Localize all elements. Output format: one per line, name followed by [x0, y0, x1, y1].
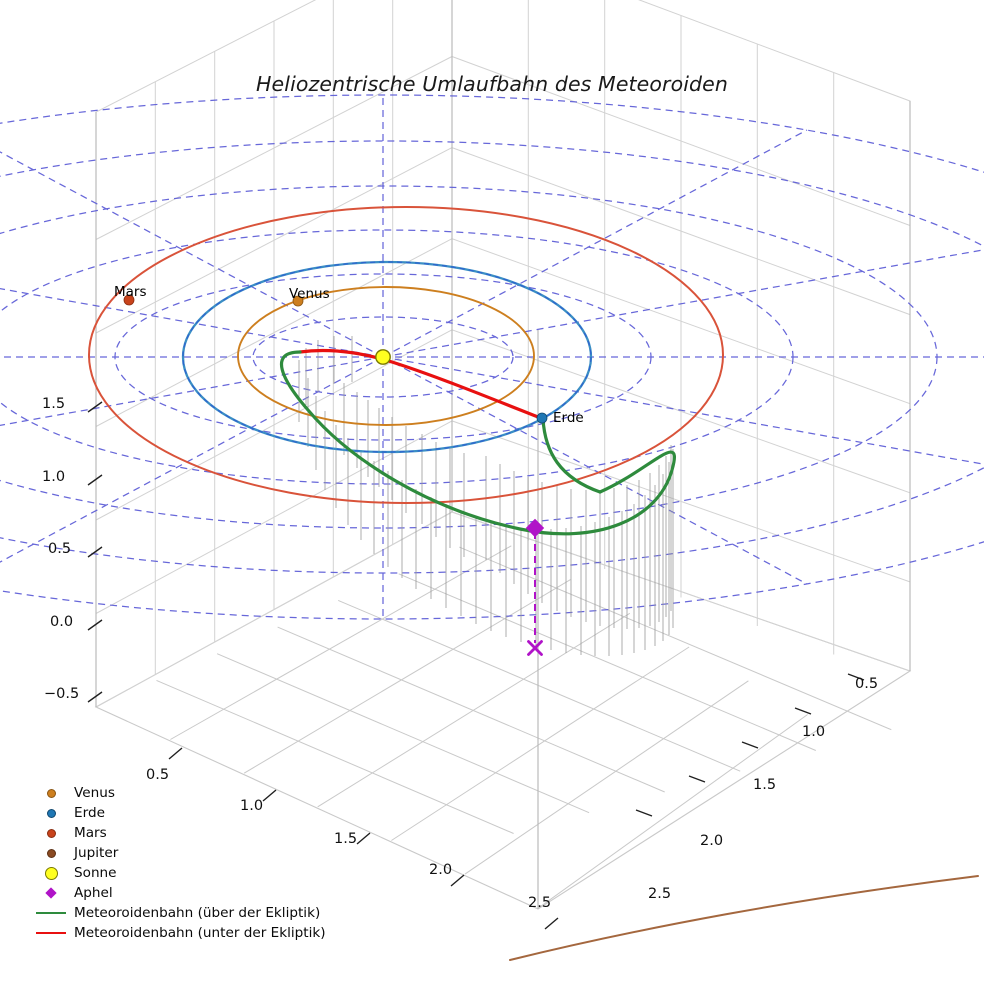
right-wall-grid — [451, 0, 911, 672]
legend-item-mars[interactable]: Mars — [28, 823, 328, 843]
marker-venus[interactable] — [292, 295, 304, 307]
z-tick-2: 0.5 — [48, 541, 72, 557]
erde-dot-icon — [28, 808, 74, 818]
marker-erde[interactable] — [536, 412, 548, 424]
orbit-jupiter — [509, 875, 979, 961]
y-tick-0: 0.5 — [855, 676, 879, 692]
tick-marks — [87, 401, 865, 930]
marker-aphel-projection[interactable] — [527, 640, 543, 656]
label-mars: Mars — [114, 284, 147, 300]
green-line-icon — [28, 912, 74, 914]
left-wall-grid — [95, 0, 453, 708]
legend: Venus Erde Mars Jupiter Sonne — [28, 783, 328, 943]
label-venus: Venus — [289, 286, 330, 302]
marker-aphel[interactable] — [525, 518, 545, 538]
mars-dot-icon — [28, 828, 74, 838]
legend-item-sonne[interactable]: Sonne — [28, 863, 328, 883]
x-tick-3: 2.0 — [429, 862, 453, 878]
legend-label-venus: Venus — [74, 785, 115, 801]
legend-item-venus[interactable]: Venus — [28, 783, 328, 803]
floor-grid — [94, 511, 912, 910]
page-title: Heliozentrische Umlaufbahn des Meteoroid… — [256, 72, 728, 96]
legend-item-orbit-below[interactable]: Meteoroidenbahn (unter der Ekliptik) — [28, 923, 328, 943]
y-tick-2: 1.5 — [753, 777, 777, 793]
sonne-dot-icon — [28, 866, 74, 880]
y-tick-3: 2.0 — [700, 833, 724, 849]
z-tick-3: 0.0 — [50, 614, 74, 630]
legend-label-orbit-below: Meteoroidenbahn (unter der Ekliptik) — [74, 925, 326, 941]
x-tick-4: 2.5 — [528, 895, 552, 911]
legend-label-orbit-above: Meteoroidenbahn (über der Ekliptik) — [74, 905, 321, 921]
orbit-erde — [181, 260, 593, 454]
jupiter-dot-icon — [28, 848, 74, 858]
axes-panes — [94, 0, 912, 910]
venus-dot-icon — [28, 788, 74, 798]
orbit-venus — [237, 286, 535, 426]
legend-item-jupiter[interactable]: Jupiter — [28, 843, 328, 863]
aphel-diamond-icon — [28, 887, 74, 899]
polar-grid — [0, 94, 984, 620]
orbit-mars — [88, 206, 724, 504]
meteoroid-orbit-below — [298, 348, 545, 421]
legend-label-mars: Mars — [74, 825, 107, 841]
x-tick-2: 1.5 — [334, 831, 358, 847]
legend-label-erde: Erde — [74, 805, 105, 821]
meteoroid-orbit-above — [280, 350, 676, 536]
y-tick-1: 1.0 — [802, 724, 826, 740]
x-tick-0: 0.5 — [146, 767, 170, 783]
label-erde: Erde — [553, 410, 584, 426]
legend-label-aphel: Aphel — [74, 885, 113, 901]
red-line-icon — [28, 932, 74, 934]
legend-item-aphel[interactable]: Aphel — [28, 883, 328, 903]
legend-item-orbit-above[interactable]: Meteoroidenbahn (über der Ekliptik) — [28, 903, 328, 923]
y-tick-4: 2.5 — [648, 886, 672, 902]
legend-label-sonne: Sonne — [74, 865, 117, 881]
z-tick-0: 1.5 — [42, 396, 66, 412]
legend-label-jupiter: Jupiter — [74, 845, 119, 861]
z-tick-4: −0.5 — [44, 686, 80, 702]
marker-mars[interactable] — [123, 294, 135, 306]
marker-sonne[interactable] — [375, 349, 391, 365]
x-tick-1: 1.0 — [240, 798, 264, 814]
z-tick-1: 1.0 — [42, 469, 66, 485]
legend-item-erde[interactable]: Erde — [28, 803, 328, 823]
